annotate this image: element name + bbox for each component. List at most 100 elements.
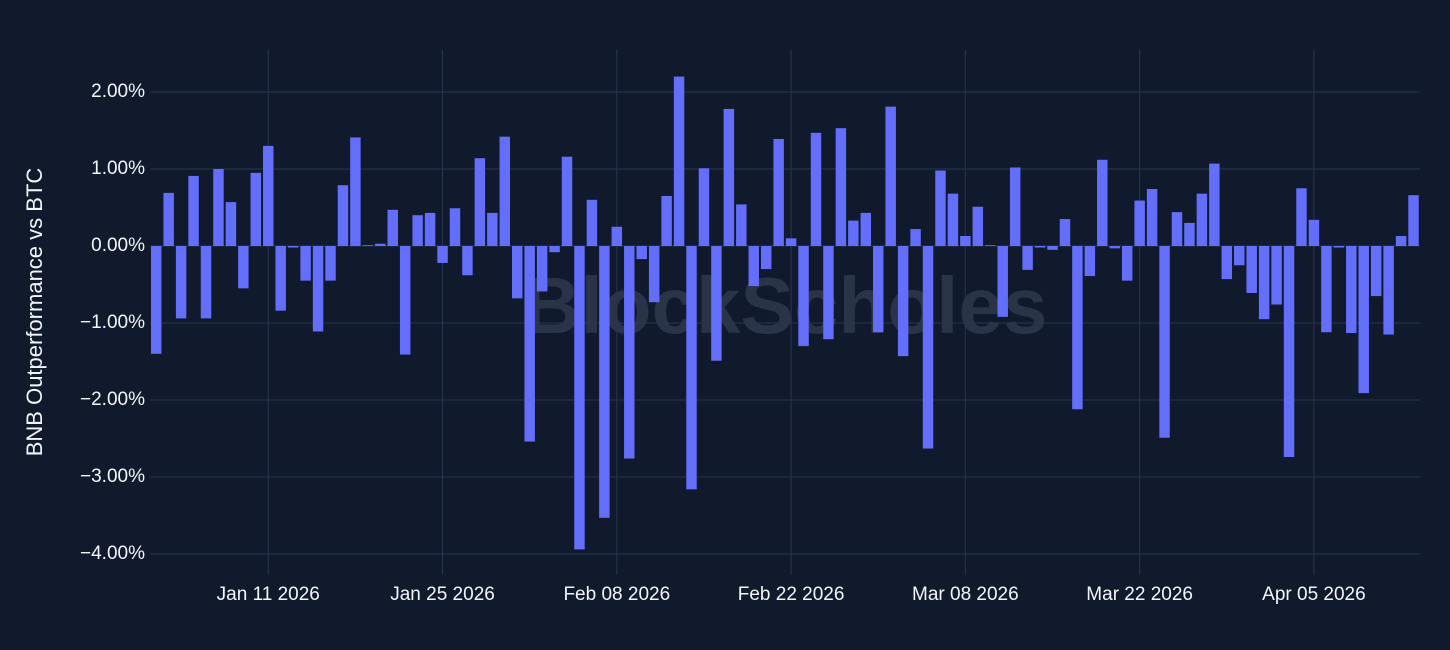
y-tick-label: −3.00% bbox=[80, 466, 145, 487]
bar bbox=[1059, 219, 1071, 247]
bar bbox=[810, 132, 822, 247]
bar bbox=[474, 158, 486, 247]
bar bbox=[150, 246, 162, 354]
bar bbox=[873, 246, 884, 333]
bar bbox=[760, 246, 772, 270]
x-tick-label: Jan 11 2026 bbox=[217, 584, 320, 605]
bar bbox=[611, 226, 623, 247]
x-tick-label: Apr 05 2026 bbox=[1262, 584, 1366, 605]
bar bbox=[487, 212, 498, 247]
bar bbox=[711, 246, 722, 361]
bar bbox=[1234, 246, 1245, 266]
bar bbox=[661, 195, 672, 247]
bar bbox=[636, 246, 647, 260]
y-tick-label: −1.00% bbox=[80, 312, 145, 333]
bar bbox=[437, 246, 448, 263]
bar bbox=[985, 245, 996, 247]
x-tick-label: Mar 08 2026 bbox=[912, 584, 1019, 605]
bar bbox=[723, 108, 735, 247]
bar bbox=[350, 137, 361, 247]
bar bbox=[175, 246, 187, 319]
bar bbox=[823, 246, 834, 340]
bar bbox=[1072, 246, 1083, 410]
bar bbox=[972, 206, 984, 247]
y-tick-label: 0.00% bbox=[91, 235, 145, 256]
bar bbox=[1121, 246, 1133, 281]
bar bbox=[163, 192, 174, 247]
bar bbox=[1146, 189, 1158, 247]
bar bbox=[300, 246, 311, 281]
bar bbox=[412, 215, 423, 247]
bar bbox=[238, 246, 249, 289]
bar bbox=[499, 136, 511, 247]
bar bbox=[1283, 246, 1295, 457]
bar bbox=[1047, 246, 1058, 250]
bar bbox=[287, 246, 299, 248]
watermark: BlockScholes bbox=[523, 261, 1048, 350]
bar bbox=[947, 193, 959, 247]
bar bbox=[337, 185, 349, 247]
bar bbox=[1196, 193, 1208, 247]
bar bbox=[785, 238, 797, 247]
bar bbox=[736, 204, 747, 247]
bar bbox=[325, 246, 336, 281]
bar bbox=[462, 246, 473, 276]
bar bbox=[1134, 200, 1145, 247]
bar bbox=[586, 199, 598, 247]
bar bbox=[1184, 222, 1195, 247]
bar bbox=[424, 212, 436, 247]
bar bbox=[1321, 246, 1332, 333]
bar bbox=[1022, 246, 1033, 270]
bar bbox=[885, 106, 896, 247]
bar bbox=[362, 245, 374, 247]
x-tick-label: Jan 25 2026 bbox=[390, 584, 495, 605]
bar bbox=[512, 246, 523, 299]
bar bbox=[835, 128, 847, 247]
bar bbox=[935, 170, 946, 247]
y-axis-title: BNB Outperformance vs BTC bbox=[22, 168, 47, 457]
bar bbox=[561, 156, 573, 247]
bar bbox=[910, 229, 921, 247]
bar bbox=[1159, 246, 1170, 438]
bar bbox=[897, 246, 909, 357]
bar bbox=[624, 246, 635, 459]
bar bbox=[213, 169, 224, 247]
bar bbox=[960, 235, 971, 247]
x-tick-label: Mar 22 2026 bbox=[1086, 584, 1193, 605]
bar bbox=[188, 175, 199, 247]
bar bbox=[922, 246, 934, 449]
bar bbox=[798, 246, 809, 347]
bar bbox=[549, 246, 560, 253]
x-tick-label: Feb 22 2026 bbox=[738, 584, 845, 605]
bar bbox=[1346, 246, 1357, 334]
bar bbox=[1258, 246, 1270, 320]
bar bbox=[1109, 246, 1120, 249]
bar bbox=[536, 246, 548, 292]
bar bbox=[1209, 163, 1220, 247]
bar bbox=[275, 246, 286, 311]
bar bbox=[449, 208, 461, 247]
bar bbox=[387, 209, 398, 247]
bar bbox=[1246, 246, 1257, 293]
bar bbox=[1333, 246, 1345, 248]
bar bbox=[225, 202, 237, 247]
bar bbox=[1009, 167, 1021, 247]
bar bbox=[673, 76, 685, 247]
bar bbox=[1097, 159, 1108, 247]
bar bbox=[1271, 246, 1282, 305]
y-tick-label: 1.00% bbox=[91, 158, 145, 179]
bar bbox=[773, 138, 784, 247]
bar bbox=[1296, 188, 1307, 247]
x-tick-label: Feb 08 2026 bbox=[563, 584, 670, 605]
y-tick-label: 2.00% bbox=[91, 81, 145, 102]
bar bbox=[1383, 246, 1394, 335]
bar bbox=[1370, 246, 1382, 297]
bar bbox=[1408, 195, 1419, 247]
bar bbox=[1308, 219, 1320, 247]
bar bbox=[1084, 246, 1096, 277]
bar bbox=[312, 246, 324, 332]
bar bbox=[860, 212, 872, 247]
